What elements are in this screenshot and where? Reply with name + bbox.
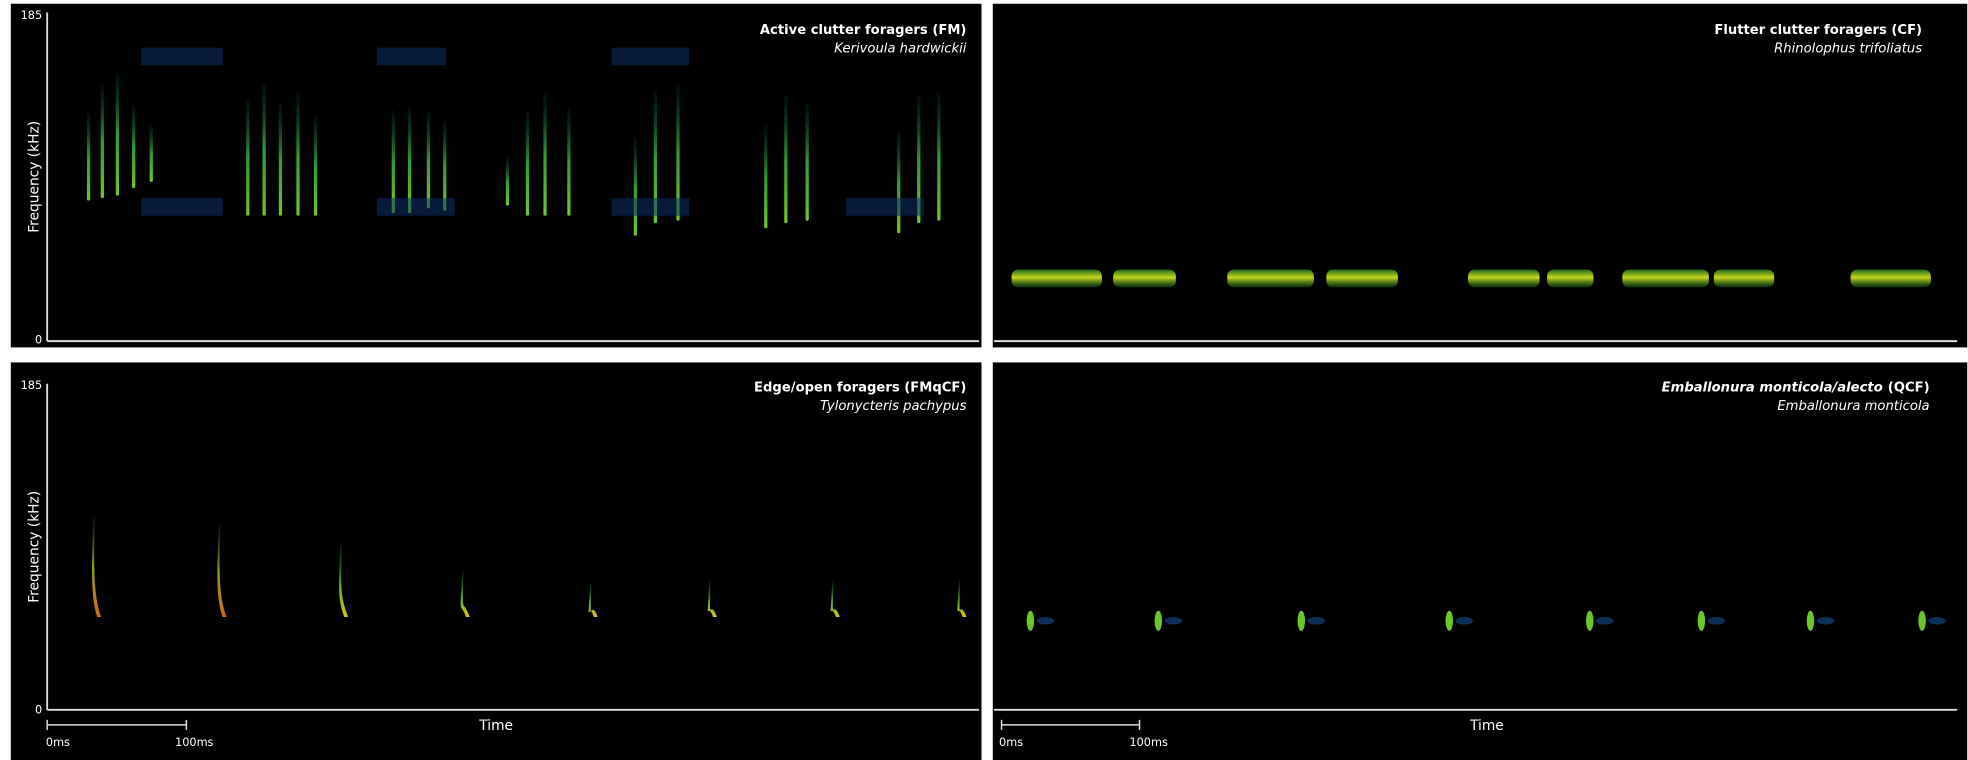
call bbox=[707, 580, 717, 618]
call bbox=[917, 95, 921, 224]
call bbox=[1307, 617, 1326, 625]
call bbox=[784, 95, 788, 224]
call bbox=[897, 130, 901, 234]
call bbox=[141, 198, 223, 216]
panel-title: Emballonura monticola/alecto (QCF) bbox=[1662, 380, 1930, 395]
call bbox=[543, 92, 547, 216]
call bbox=[1154, 610, 1163, 631]
call bbox=[377, 47, 446, 66]
call bbox=[1297, 610, 1306, 631]
call bbox=[1455, 617, 1474, 625]
call bbox=[1445, 610, 1454, 631]
panel-title-genus: Emballonura monticola/alecto bbox=[1662, 380, 1883, 395]
call bbox=[633, 137, 637, 236]
panel-title: Flutter clutter foragers (CF) bbox=[1714, 23, 1922, 38]
species-name: Emballonura monticola bbox=[1777, 399, 1929, 414]
call bbox=[100, 85, 104, 199]
call bbox=[92, 516, 102, 618]
call bbox=[1918, 610, 1926, 631]
call bbox=[1547, 269, 1594, 288]
call bbox=[278, 102, 283, 216]
panel-title-group: (QCF) bbox=[1888, 380, 1930, 395]
species-name: Tylonycteris pachypus bbox=[820, 399, 967, 414]
call bbox=[846, 198, 924, 216]
call bbox=[1707, 617, 1726, 625]
call bbox=[1713, 269, 1775, 288]
scale-start-label: 0ms bbox=[999, 736, 1023, 749]
call bbox=[1468, 269, 1540, 288]
call bbox=[1326, 269, 1398, 288]
x-axis-label: Time bbox=[478, 718, 513, 734]
scale-end-label: 100ms bbox=[175, 736, 213, 749]
call bbox=[611, 198, 690, 216]
call bbox=[1227, 269, 1314, 288]
call bbox=[611, 47, 690, 66]
call bbox=[391, 110, 395, 214]
spectrogram-calls bbox=[86, 47, 1946, 631]
scale-start-label: 0ms bbox=[46, 736, 70, 749]
call bbox=[505, 158, 510, 206]
call bbox=[1697, 610, 1706, 631]
call bbox=[426, 110, 431, 209]
call bbox=[1026, 610, 1035, 631]
call bbox=[460, 570, 470, 618]
call bbox=[830, 580, 840, 618]
call bbox=[957, 580, 967, 618]
call bbox=[1806, 610, 1815, 631]
panel bbox=[10, 362, 982, 760]
call bbox=[132, 105, 136, 189]
call bbox=[262, 82, 266, 216]
call bbox=[764, 125, 768, 229]
call bbox=[246, 97, 250, 216]
call bbox=[567, 107, 571, 216]
call bbox=[1850, 269, 1931, 288]
call bbox=[1622, 269, 1709, 288]
call bbox=[653, 90, 658, 224]
species-name: Rhinolophus trifoliatus bbox=[1774, 42, 1922, 57]
call bbox=[1113, 269, 1176, 288]
call bbox=[115, 72, 120, 196]
x-axis-label: Time bbox=[1469, 718, 1504, 734]
call bbox=[296, 92, 300, 216]
panel bbox=[992, 362, 1968, 760]
call bbox=[443, 120, 447, 211]
y-max-label: 185 bbox=[21, 379, 43, 392]
y-max-label: 185 bbox=[21, 9, 43, 22]
y-axis-label: Frequency (kHz) bbox=[26, 491, 42, 603]
call bbox=[1596, 617, 1614, 625]
scale-bar bbox=[46, 719, 1141, 730]
y-min-label: 0 bbox=[35, 704, 42, 717]
call bbox=[149, 125, 153, 182]
scale-end-label: 100ms bbox=[1129, 736, 1167, 749]
call bbox=[313, 115, 318, 216]
call bbox=[937, 92, 941, 221]
call bbox=[1036, 617, 1055, 625]
call bbox=[1816, 617, 1835, 625]
call bbox=[1164, 617, 1183, 625]
call bbox=[805, 102, 809, 221]
y-min-label: 0 bbox=[35, 334, 42, 347]
species-name: Kerivoula hardwickii bbox=[834, 42, 966, 57]
panel-title: Active clutter foragers (FM) bbox=[760, 23, 967, 38]
call bbox=[339, 541, 349, 618]
y-axis-label: Frequency (kHz) bbox=[26, 121, 42, 233]
call bbox=[86, 112, 91, 201]
call bbox=[217, 524, 227, 618]
call bbox=[588, 583, 598, 618]
call bbox=[407, 105, 412, 214]
call bbox=[676, 85, 680, 221]
call bbox=[1585, 610, 1594, 631]
call bbox=[141, 47, 223, 66]
call bbox=[1011, 269, 1102, 288]
panel bbox=[992, 3, 1968, 348]
call bbox=[1928, 617, 1946, 625]
call bbox=[377, 198, 455, 216]
call bbox=[525, 110, 530, 216]
panel-title: Edge/open foragers (FMqCF) bbox=[754, 380, 966, 395]
